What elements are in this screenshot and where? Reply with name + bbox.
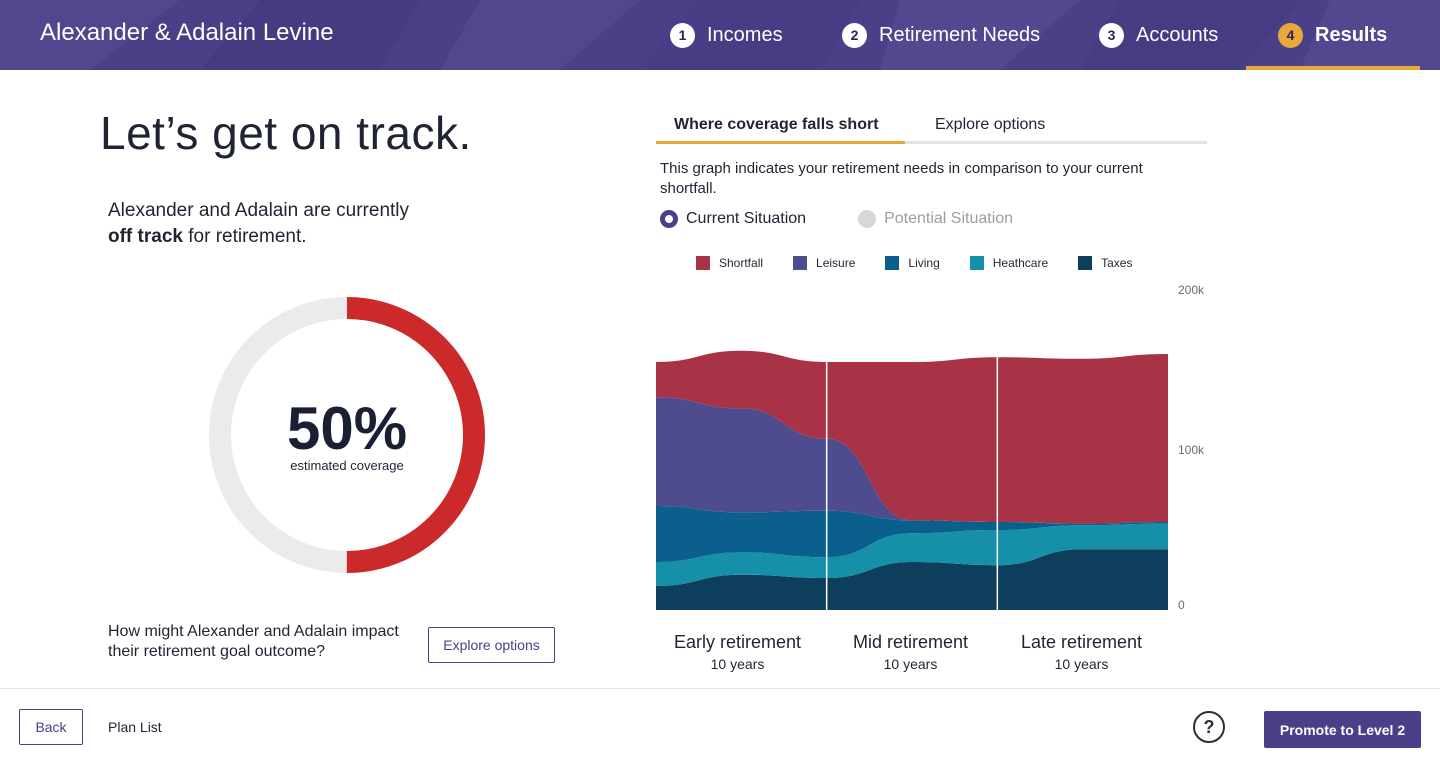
tab-explore-options[interactable]: Explore options (935, 116, 1046, 133)
radio-dot (660, 210, 678, 228)
step-label: Accounts (1136, 23, 1219, 46)
period-years: 10 years (1054, 656, 1109, 672)
legend-swatch (696, 256, 710, 270)
period-name: Mid retirement (852, 632, 969, 652)
y-tick-label: 200k (1178, 283, 1205, 297)
client-name: Alexander & Adalain Levine (40, 19, 334, 46)
legend-label: Living (908, 256, 940, 270)
step-label: Results (1315, 23, 1388, 46)
legend-item-shortfall: Shortfall (696, 256, 763, 270)
retirement-area-chart: 0 100k 200k (656, 283, 1205, 612)
radio-current-situation[interactable]: Current Situation (660, 210, 806, 228)
legend-label: Heathcare (992, 256, 1049, 270)
header-bar: Alexander & Adalain Levine 1 Incomes 2 R… (0, 0, 1440, 70)
area-living (656, 506, 1168, 562)
period-early: Early retirement 10 years (652, 632, 823, 672)
legend-label: Taxes (1101, 256, 1133, 270)
step-number: 4 (1278, 22, 1303, 48)
header-background-pattern (0, 0, 1440, 70)
tab-coverage-falls-short[interactable]: Where coverage falls short (674, 116, 879, 133)
step-accounts[interactable]: 3 Accounts (1099, 0, 1249, 70)
promote-button[interactable]: Promote to Level 2 (1264, 711, 1421, 748)
radio-label: Potential Situation (884, 210, 1014, 227)
legend-swatch (969, 256, 984, 270)
situation-radio-group: Current Situation Potential Situation (660, 210, 1065, 228)
plan-list-link[interactable]: Plan List (108, 719, 162, 735)
legend-item-taxes: Taxes (1078, 256, 1132, 270)
step-label: Incomes (707, 23, 783, 46)
coverage-percent: 50% (286, 395, 408, 462)
status-suffix: for retirement. (182, 226, 307, 247)
step-label: Retirement Needs (879, 23, 1041, 46)
coverage-donut (209, 297, 485, 573)
period-name: Early retirement (673, 632, 802, 652)
radio-potential-situation[interactable]: Potential Situation (858, 210, 1013, 228)
period-years: 10 years (710, 656, 765, 672)
step-incomes[interactable]: 1 Incomes (670, 0, 810, 70)
chart-legend: Shortfall Leisure Living Heathcare Taxes (696, 256, 1162, 270)
step-number: 1 (670, 22, 695, 48)
period-late: Late retirement 10 years (996, 632, 1167, 672)
active-tab-indicator (656, 141, 905, 144)
legend-label: Shortfall (719, 256, 764, 270)
step-number: 3 (1099, 22, 1124, 48)
coverage-label: estimated coverage (290, 458, 404, 473)
legend-item-living: Living (885, 256, 940, 270)
area-heathcare (656, 523, 1168, 586)
period-years: 10 years (883, 656, 938, 672)
graph-description: This graph indicates your retirement nee… (660, 160, 1143, 197)
back-button[interactable]: Back (19, 709, 83, 745)
area-leisure (656, 397, 1168, 524)
impact-question: How might Alexander and Adalain impact t… (108, 623, 399, 660)
step-number: 2 (842, 22, 867, 48)
period-mid: Mid retirement 10 years (825, 632, 996, 672)
legend-swatch (793, 256, 808, 270)
explore-options-button[interactable]: Explore options (428, 627, 555, 663)
donut-coverage-arc (209, 297, 485, 573)
radio-label: Current Situation (686, 210, 807, 227)
step-results[interactable]: 4 Results (1246, 0, 1420, 70)
donut-center: 50% estimated coverage (208, 395, 486, 474)
help-icon[interactable]: ? (1193, 711, 1225, 743)
footer-bar: Back Plan List ? Promote to Level 2 (0, 688, 1440, 768)
status-bold: off track (108, 226, 183, 247)
period-name: Late retirement (1020, 632, 1143, 652)
y-tick-label: 100k (1178, 443, 1205, 457)
radio-dot (858, 210, 877, 228)
step-retirement-needs[interactable]: 2 Retirement Needs (842, 0, 1072, 70)
legend-item-heathcare: Heathcare (969, 256, 1049, 270)
legend-item-leisure: Leisure (793, 256, 855, 270)
legend-label: Leisure (816, 256, 856, 270)
y-tick-label: 0 (1178, 598, 1185, 612)
legend-swatch (1078, 256, 1093, 270)
retirement-status: Alexander and Adalain are currently off … (108, 198, 468, 250)
area-shortfall (656, 350, 1168, 524)
status-prefix: Alexander and Adalain are currently (108, 200, 410, 221)
chart-tabs: Where coverage falls short Explore optio… (656, 108, 1207, 144)
legend-swatch (885, 256, 900, 270)
area-taxes (656, 549, 1168, 610)
page-title: Let’s get on track. (100, 107, 472, 159)
